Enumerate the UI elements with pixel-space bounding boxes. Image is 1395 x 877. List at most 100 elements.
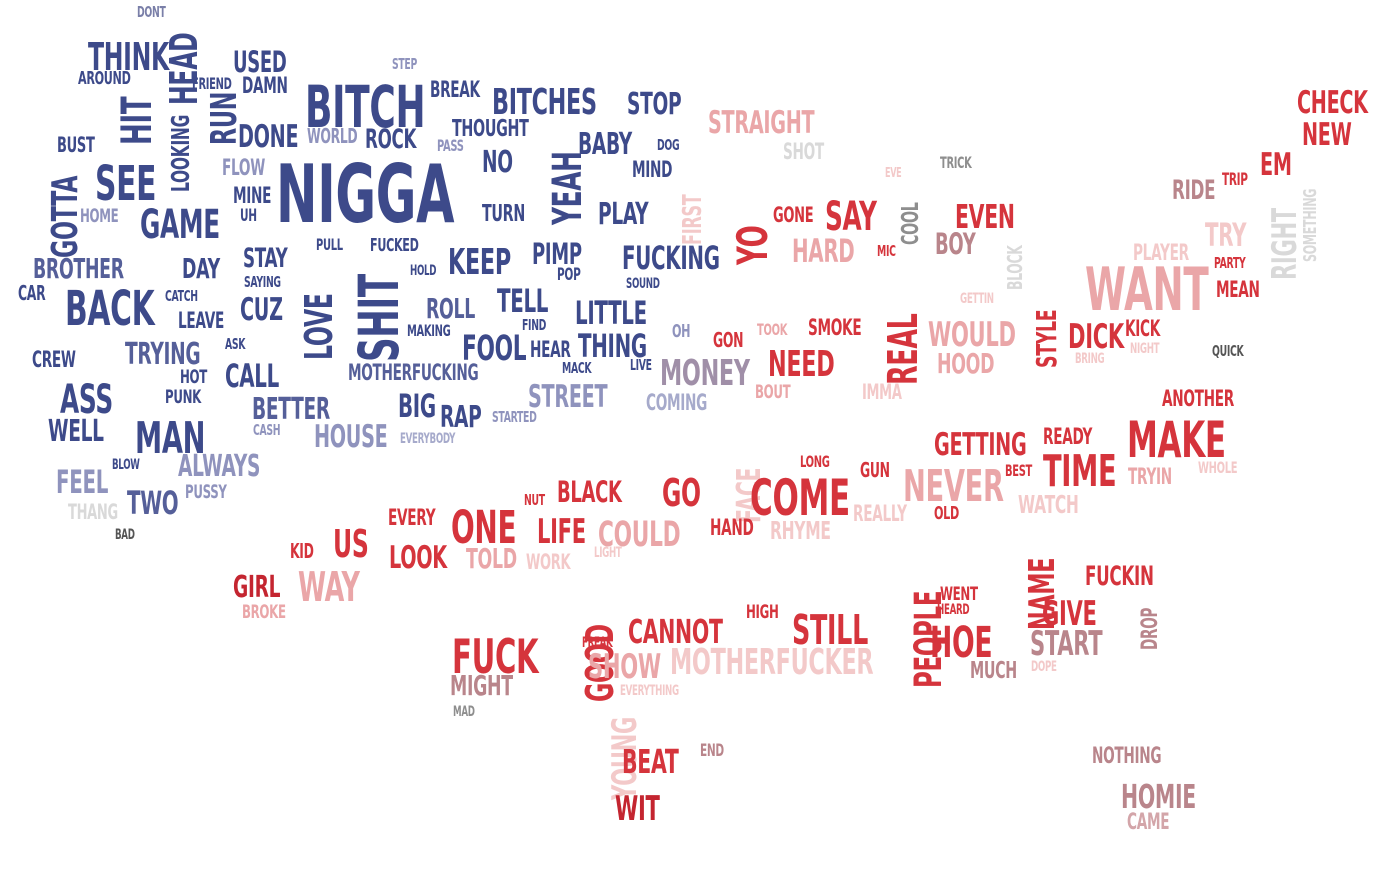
word-took: TOOK	[757, 320, 788, 339]
word-cash: CASH	[253, 421, 281, 439]
word-pussy: PUSSY	[185, 481, 227, 503]
word-man: MAN	[135, 413, 206, 464]
word-trying: TRYING	[125, 337, 201, 372]
word-around: AROUND	[78, 68, 131, 89]
word-uh: UH	[240, 206, 257, 226]
word-bout: BOUT	[755, 381, 791, 403]
word-blow: BLOW	[112, 457, 140, 473]
word-came: CAME	[1127, 810, 1170, 835]
word-gon: GON	[713, 328, 744, 352]
word-fucked: FUCKED	[370, 235, 419, 256]
word-us: US	[333, 522, 369, 566]
word-back: BACK	[65, 281, 155, 337]
word-imma: IMMA	[862, 380, 902, 404]
word-right: RIGHT	[1265, 208, 1305, 280]
word-could: COULD	[598, 515, 681, 555]
word-mind: MIND	[632, 158, 673, 183]
word-dont: DONT	[137, 3, 166, 21]
word-done: DONE	[238, 119, 299, 155]
word-hit: HIT	[112, 96, 161, 145]
word-come: COME	[750, 469, 850, 527]
word-fool: FOOL	[462, 329, 527, 369]
word-flow: FLOW	[222, 156, 265, 181]
word-want: WANT	[1085, 255, 1209, 325]
word-play: PLAY	[598, 197, 649, 232]
word-check: CHECK	[1297, 85, 1368, 121]
word-shit: SHIT	[347, 274, 411, 362]
word-hear: HEAR	[530, 338, 571, 363]
word-catch: CATCH	[165, 287, 198, 305]
word-live: LIVE	[630, 356, 652, 374]
word-pop: POP	[557, 265, 581, 285]
word-work: WORK	[526, 550, 571, 574]
word-time: TIME	[1043, 446, 1117, 497]
word-hard: HARD	[792, 232, 855, 270]
word-call: CALL	[225, 357, 279, 395]
word-drop: DROP	[1138, 607, 1163, 650]
word-gotta: GOTTA	[45, 175, 86, 258]
word-world: WORLD	[307, 124, 358, 148]
word-freak: FREAK	[582, 635, 613, 651]
word-much: MUCH	[970, 658, 1017, 684]
word-step: STEP	[392, 55, 417, 73]
word-fuck: FUCK	[452, 630, 539, 685]
word-yo: YO	[728, 225, 777, 265]
word-see: SEE	[95, 156, 157, 212]
word-stay: STAY	[243, 243, 288, 274]
word-shot: SHOT	[783, 140, 824, 165]
word-long: LONG	[800, 452, 830, 471]
word-bad: BAD	[115, 527, 135, 543]
word-told: TOLD	[466, 542, 517, 575]
word-bitches: BITCHES	[492, 82, 597, 123]
word-block: BLOCK	[1003, 245, 1027, 290]
word-pimp: PIMP	[532, 237, 582, 271]
word-start: START	[1030, 624, 1103, 664]
word-thought: THOUGHT	[452, 116, 529, 142]
word-night: NIGHT	[1130, 341, 1160, 357]
word-first: FIRST	[678, 194, 708, 245]
word-mic: MIC	[877, 242, 896, 260]
word-motherfucker: MOTHERFUCKER	[670, 642, 874, 683]
word-hot: HOT	[180, 366, 207, 388]
word-crew: CREW	[32, 348, 76, 373]
word-make: MAKE	[1127, 411, 1226, 469]
word-no: NO	[482, 145, 513, 180]
word-still: STILL	[792, 606, 868, 654]
word-fucking: FUCKING	[622, 239, 720, 277]
word-always: ALWAYS	[178, 449, 261, 484]
word-started: STARTED	[492, 408, 537, 426]
word-leave: LEAVE	[178, 309, 224, 334]
word-trip: TRIP	[1222, 170, 1248, 190]
word-gettin: GETTIN	[960, 291, 994, 307]
word-fuckin: FUCKIN	[1085, 561, 1154, 592]
word-find: FIND	[522, 316, 547, 334]
word-ask: ASK	[225, 335, 246, 353]
word-nigga: NIGGA	[276, 148, 455, 241]
word-watch: WATCH	[1018, 490, 1079, 519]
word-used: USED	[233, 45, 287, 79]
word-rhyme: RHYME	[770, 516, 831, 545]
word-give: GIVE	[1042, 594, 1097, 634]
word-hold: HOLD	[410, 263, 437, 279]
word-never: NEVER	[903, 461, 1004, 512]
word-friend: FRIEND	[192, 74, 232, 93]
word-making: MAKING	[407, 321, 451, 340]
word-bust: BUST	[57, 133, 95, 157]
word-sound: SOUND	[626, 276, 660, 292]
word-ass: ASS	[60, 377, 113, 423]
word-broke: BROKE	[242, 601, 286, 623]
word-money: MONEY	[660, 353, 750, 394]
word-better: BETTER	[252, 392, 330, 427]
word-brother: BROTHER	[33, 252, 124, 285]
word-bitch: BITCH	[305, 73, 426, 141]
word-rap: RAP	[440, 400, 482, 435]
word-house: HOUSE	[314, 419, 388, 455]
word-pass: PASS	[437, 136, 464, 155]
word-pull: PULL	[316, 235, 343, 254]
word-every: EVERY	[388, 506, 436, 531]
word-punk: PUNK	[165, 386, 201, 408]
word-trick: TRICK	[940, 153, 972, 172]
word-damn: DAMN	[242, 74, 288, 99]
word-roll: ROLL	[426, 292, 476, 325]
